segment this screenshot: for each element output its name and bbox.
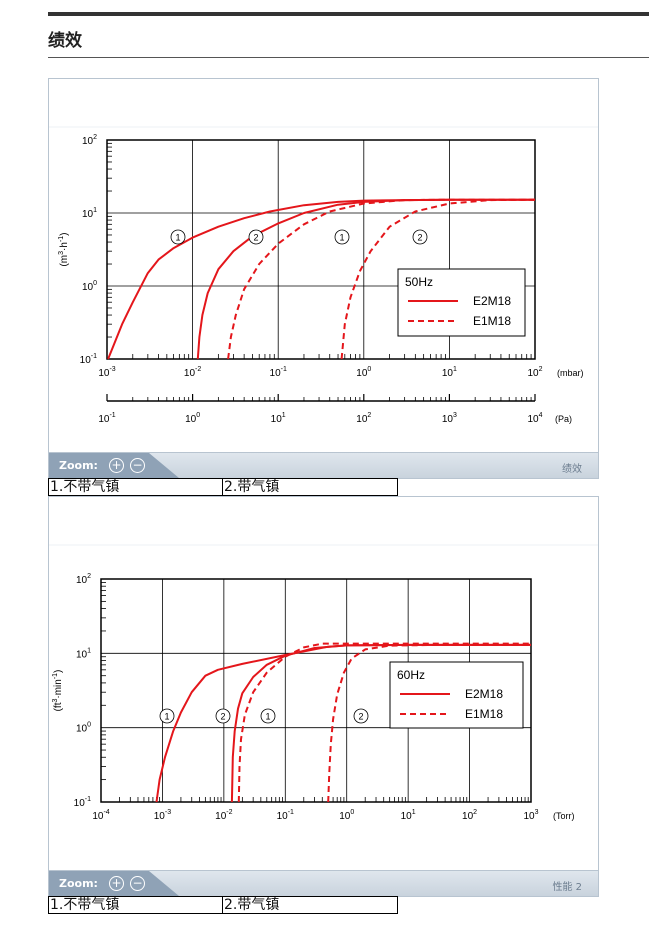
plot-frame bbox=[100, 578, 532, 803]
zoom-label: Zoom: bbox=[59, 459, 98, 472]
x-unit-label: (Torr) bbox=[553, 811, 575, 821]
pa-tick-label: 102 bbox=[356, 412, 371, 425]
pa-tick-label: 100 bbox=[185, 412, 200, 425]
zoom-out-icon[interactable]: − bbox=[130, 876, 145, 891]
note-gas-ballast: 2.带气镇 bbox=[222, 896, 398, 914]
curve-e1m18-2 bbox=[327, 643, 531, 803]
zoom-bar: Zoom: + − 绩效 bbox=[49, 452, 598, 478]
pa-tick-label: 104 bbox=[527, 412, 542, 425]
y-tick-label: 10-1 bbox=[74, 796, 91, 809]
curve-marker-label: 1 bbox=[164, 712, 169, 722]
curve-marker-circle bbox=[260, 708, 276, 724]
legend-label: E1M18 bbox=[465, 707, 503, 721]
zoom-label: Zoom: bbox=[59, 877, 98, 890]
plot-frame bbox=[106, 139, 536, 360]
x-tick-label: 102 bbox=[527, 366, 542, 379]
performance-chart-50hz: 10-3 10-2 10-1 100 101 102 10-1 100 101 102 (mbar)… bbox=[49, 126, 598, 425]
curve-marker-label: 1 bbox=[339, 233, 344, 243]
y-tick-label: 100 bbox=[82, 280, 97, 293]
title-divider bbox=[48, 57, 649, 58]
x-tick-label: 103 bbox=[523, 809, 538, 822]
legend-title: 60Hz bbox=[397, 668, 425, 682]
x-tick-label: 101 bbox=[401, 809, 416, 822]
x-tick-label: 101 bbox=[442, 366, 457, 379]
x-tick-label: 10-1 bbox=[270, 366, 287, 379]
legend-title: 50Hz bbox=[405, 275, 433, 289]
top-rule bbox=[48, 12, 649, 16]
chart-panel-50hz: 10-3 10-2 10-1 100 101 102 10-1 100 101 102 (mbar)… bbox=[48, 78, 599, 479]
y-tick-label: 102 bbox=[82, 134, 97, 147]
pa-unit-label: (Pa) bbox=[555, 414, 572, 424]
curve-marker-label: 1 bbox=[175, 233, 180, 243]
x-tick-label: 10-1 bbox=[277, 809, 294, 822]
pa-tick-label: 10-1 bbox=[98, 412, 115, 425]
curve-e2m18-2 bbox=[196, 198, 535, 360]
x-tick-label: 10-2 bbox=[215, 809, 232, 822]
curve-e1m18-1 bbox=[237, 642, 531, 803]
legend-label: E2M18 bbox=[473, 294, 511, 308]
curve-marker-label: 2 bbox=[358, 712, 363, 722]
zoom-in-icon[interactable]: + bbox=[109, 458, 124, 473]
figure-caption: 绩效 bbox=[562, 464, 582, 475]
figure-caption: 性能 2 bbox=[552, 882, 582, 893]
pa-tick-label: 101 bbox=[271, 412, 286, 425]
page-title: 绩效 bbox=[48, 31, 82, 51]
zoom-bar: Zoom: + − 性能 2 bbox=[49, 870, 598, 896]
curve-marker-label: 2 bbox=[253, 233, 258, 243]
legend-label: E1M18 bbox=[473, 314, 511, 328]
x-tick-label: 100 bbox=[356, 366, 371, 379]
curve-marker-circle bbox=[412, 229, 428, 245]
note-no-gas-ballast: 1.不带气镇 bbox=[48, 896, 223, 914]
note-no-gas-ballast: 1.不带气镇 bbox=[48, 478, 223, 496]
curve-marker-label: 1 bbox=[265, 712, 270, 722]
zoom-in-icon[interactable]: + bbox=[109, 876, 124, 891]
curve-marker-circle bbox=[334, 229, 350, 245]
y-tick-label: 102 bbox=[76, 573, 91, 586]
chart-panel-60hz: 10-4 10-3 10-2 10-1 100 101 102 103 10-1 100 101 10… bbox=[48, 496, 599, 897]
x-tick-label: 10-3 bbox=[154, 809, 171, 822]
curve-e1m18-1 bbox=[227, 198, 535, 360]
y-tick-label: 100 bbox=[76, 722, 91, 735]
curve-marker-label: 2 bbox=[220, 712, 225, 722]
y-tick-label: 101 bbox=[76, 647, 91, 660]
y-axis-label: (m3·h-1) bbox=[58, 232, 70, 266]
curve-marker-circle bbox=[159, 708, 175, 724]
legend-box bbox=[397, 268, 526, 337]
curve-marker-circle bbox=[170, 229, 186, 245]
note-gas-ballast: 2.带气镇 bbox=[222, 478, 398, 496]
curve-notes-table: 1.不带气镇 2.带气镇 bbox=[48, 896, 398, 914]
x-tick-label: 102 bbox=[462, 809, 477, 822]
legend-label: E2M18 bbox=[465, 687, 503, 701]
y-tick-label: 101 bbox=[82, 207, 97, 220]
curve-marker-label: 2 bbox=[417, 233, 422, 243]
y-tick-label: 10-1 bbox=[80, 353, 97, 366]
performance-chart-60hz: 10-4 10-3 10-2 10-1 100 101 102 103 10-1 100 101 10… bbox=[49, 544, 598, 822]
curve-marker-circle bbox=[215, 708, 231, 724]
zoom-out-icon[interactable]: − bbox=[130, 458, 145, 473]
x-tick-label: 10-3 bbox=[98, 366, 115, 379]
pa-tick-label: 103 bbox=[442, 412, 457, 425]
curve-marker-circle bbox=[248, 229, 264, 245]
x-tick-label: 10-4 bbox=[92, 809, 109, 822]
curve-notes-table: 1.不带气镇 2.带气镇 bbox=[48, 478, 398, 496]
x-unit-label: (mbar) bbox=[557, 368, 584, 378]
x-tick-label: 10-2 bbox=[184, 366, 201, 379]
y-axis-label: (ft3·min-1) bbox=[52, 670, 64, 712]
curve-marker-circle bbox=[353, 708, 369, 724]
curve-e2m18-2 bbox=[230, 643, 531, 803]
x-tick-label: 100 bbox=[339, 809, 354, 822]
